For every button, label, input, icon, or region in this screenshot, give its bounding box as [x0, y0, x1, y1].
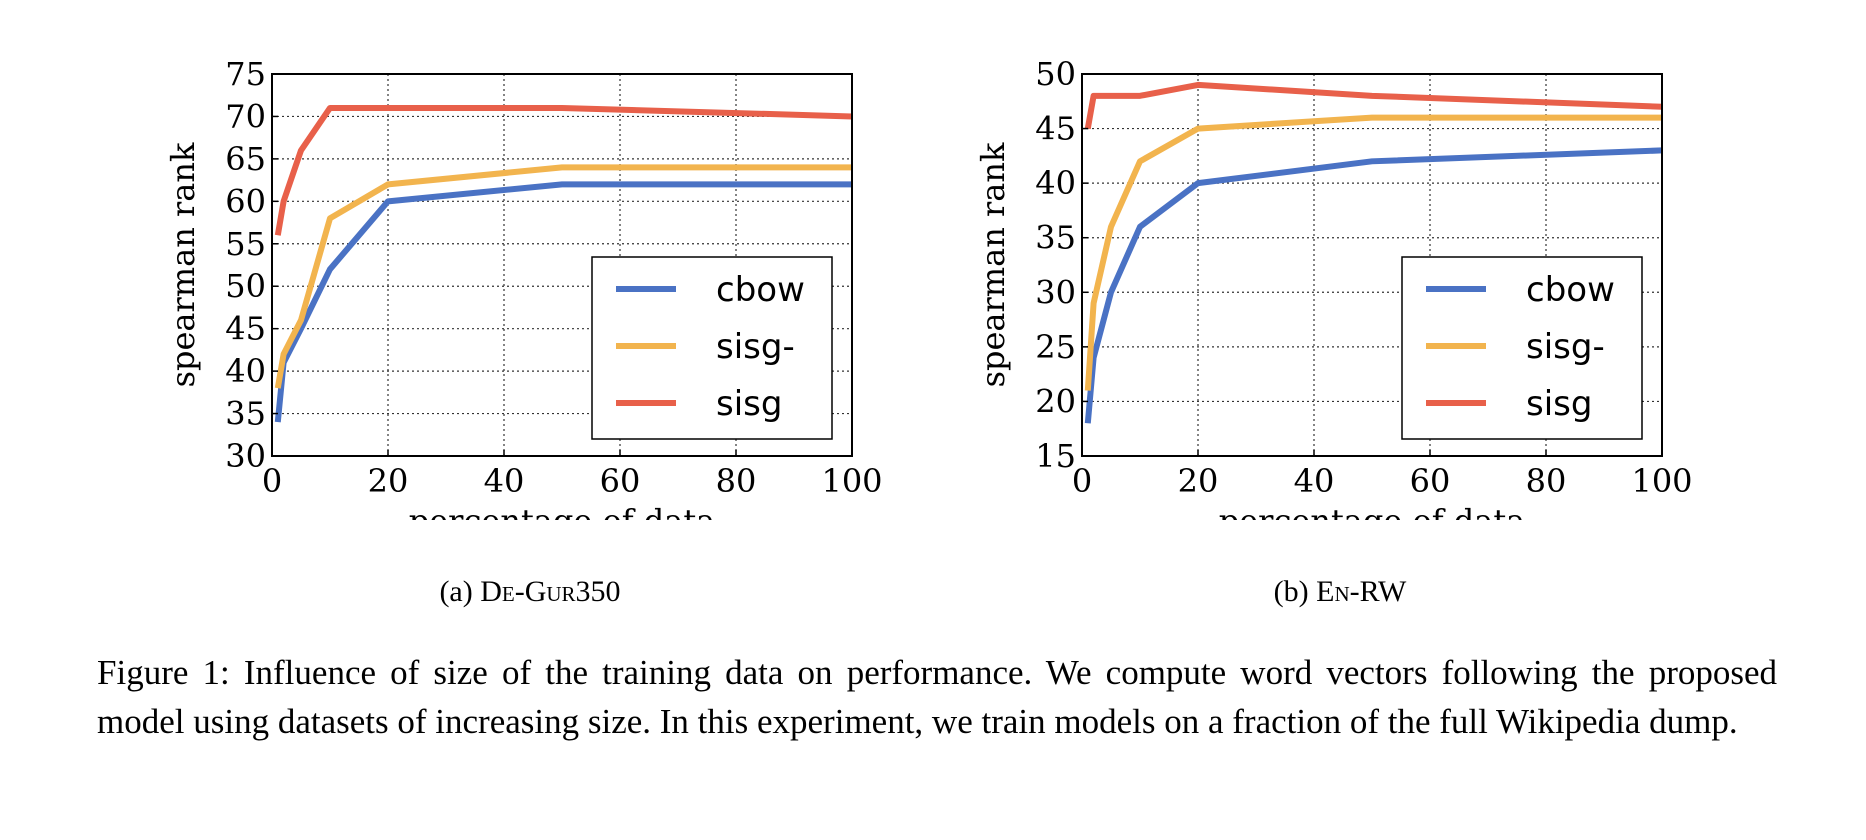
y-tick-label: 70: [225, 97, 266, 135]
y-tick-label: 75: [225, 55, 266, 93]
x-tick-label: 80: [1526, 462, 1567, 500]
y-tick-label: 45: [225, 310, 266, 348]
x-tick-label: 60: [600, 462, 641, 500]
y-tick-label: 35: [225, 395, 266, 433]
y-tick-label: 40: [225, 352, 266, 390]
series-line-sisg-: [274, 164, 852, 389]
figure-caption-text: Influence of size of the training data o…: [97, 653, 1778, 741]
x-tick-label: 0: [1072, 462, 1092, 500]
chart-b: 0 20 40 60 80 100 15 20 25 30 35 40 45 50 percentage o…: [974, 55, 1693, 520]
legend-label-sisg-: sisg-: [716, 327, 795, 367]
x-tick-label: 100: [821, 462, 882, 500]
series-line-sisg: [1084, 81, 1663, 130]
legend-label-sisg: sisg: [1526, 384, 1592, 424]
y-axis-label: spearman rank: [164, 142, 202, 387]
y-tick-label: 55: [225, 225, 266, 263]
y-tick-label: 35: [1035, 219, 1076, 257]
x-tick-label: 40: [484, 462, 525, 500]
figure-caption-label: Figure 1:: [97, 653, 230, 692]
y-axis-label: spearman rank: [974, 142, 1012, 387]
series-line-sisg: [274, 104, 853, 236]
legend-label-cbow: cbow: [1526, 270, 1615, 310]
y-tick-label: 15: [1035, 437, 1076, 475]
subcaption-b: (b) En-RW: [1274, 575, 1407, 609]
x-tick-label: 100: [1631, 462, 1692, 500]
y-tick-label: 65: [225, 140, 266, 178]
y-tick-label: 60: [225, 182, 266, 220]
legend: cbow sisg-sisg: [591, 256, 833, 440]
figure-caption: Figure 1: Influence of size of the train…: [97, 648, 1777, 746]
plot-frame: [271, 73, 853, 457]
x-tick-label: 20: [1178, 462, 1219, 500]
x-tick-label: 60: [1410, 462, 1451, 500]
legend-label-sisg-: sisg-: [1526, 327, 1605, 367]
y-tick-label: 30: [225, 437, 266, 475]
subcaption-a-name: De-Gur350: [480, 575, 621, 608]
x-axis-label: percentage of data: [1219, 502, 1526, 520]
figure-charts: 0 20 40 60 80 100 30 35 40 45 50 55 60 65 70 75 percenta…: [164, 55, 1693, 520]
subcaption-a-prefix: (a): [439, 575, 473, 608]
subcaption-a: (a) De-Gur350: [439, 575, 620, 609]
y-tick-label: 45: [1035, 110, 1076, 148]
subcaption-b-prefix: (b): [1273, 575, 1309, 608]
legend: cbow sisg-sisg: [1401, 256, 1643, 440]
series-line-cbow: [1084, 147, 1663, 424]
x-tick-label: 40: [1294, 462, 1335, 500]
series-line-sisg-: [1084, 114, 1662, 391]
legend-label-sisg: sisg: [716, 384, 782, 424]
chart-a: 0 20 40 60 80 100 30 35 40 45 50 55 60 65 70 75 percenta…: [164, 55, 883, 520]
x-tick-label: 0: [262, 462, 282, 500]
subcaption-b-name: En-RW: [1316, 575, 1407, 608]
y-tick-label: 25: [1035, 328, 1076, 366]
y-tick-label: 50: [1035, 55, 1076, 93]
y-tick-label: 50: [225, 267, 266, 305]
x-axis-label: percentage of data: [409, 502, 716, 520]
y-tick-label: 30: [1035, 273, 1076, 311]
y-tick-label: 40: [1035, 164, 1076, 202]
legend-label-cbow: cbow: [716, 270, 805, 310]
x-tick-label: 20: [368, 462, 409, 500]
y-tick-label: 20: [1035, 382, 1076, 420]
x-tick-label: 80: [716, 462, 757, 500]
plot-frame: [1081, 73, 1663, 457]
